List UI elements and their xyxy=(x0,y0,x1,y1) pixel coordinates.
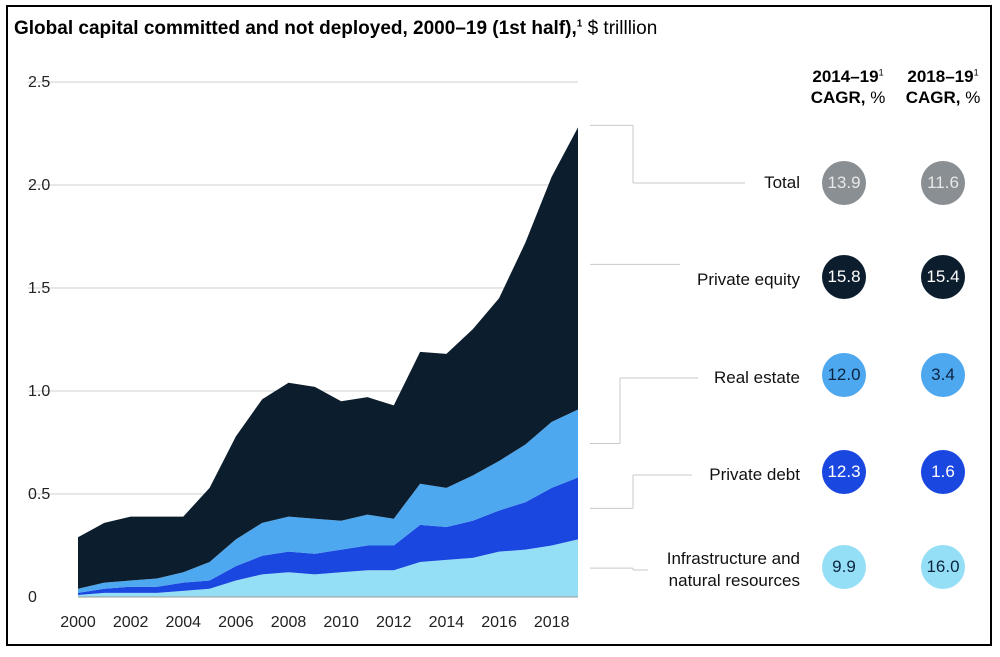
row-label-real-estate: Real estate xyxy=(714,367,800,389)
column-header-period: 2018–19 xyxy=(907,67,974,86)
column-header-2014-19: 2014–191 CAGR, % xyxy=(798,66,898,108)
column-header-unit: % xyxy=(865,88,886,107)
area-series-private_equity xyxy=(78,127,578,589)
column-header-period: 2014–19 xyxy=(812,67,879,86)
row-label-text: Private debt xyxy=(709,465,800,484)
area-series-infrastructure xyxy=(78,539,578,597)
cagr-bubble-private-debt-2018-19: 1.6 xyxy=(921,450,965,494)
area-series-real_estate xyxy=(78,409,578,593)
x-tick-label: 2016 xyxy=(481,614,517,631)
area-series-private_debt xyxy=(78,477,578,595)
cagr-bubble-infrastructure-2018-19: 16.0 xyxy=(921,545,965,589)
chart-frame xyxy=(6,5,992,646)
chart-title-unit: $ trilllion xyxy=(582,18,658,39)
column-header-metric: CAGR, xyxy=(810,88,866,107)
cagr-bubble-total-2014-19: 13.9 xyxy=(822,161,866,205)
column-header-metric: CAGR, xyxy=(905,88,961,107)
column-header-unit: % xyxy=(960,88,981,107)
cagr-bubble-real-estate-2018-19: 3.4 xyxy=(921,353,965,397)
row-label-total: Total xyxy=(764,172,800,194)
row-label-infrastructure: Infrastructure and natural resources xyxy=(667,548,800,592)
x-tick-label: 2000 xyxy=(60,614,96,631)
column-header-2018-19: 2018–191 CAGR, % xyxy=(893,66,993,108)
cagr-bubble-real-estate-2014-19: 12.0 xyxy=(822,353,866,397)
y-tick-label: 2.5 xyxy=(28,74,50,91)
y-tick-label: 2.0 xyxy=(28,177,50,194)
x-tick-label: 2006 xyxy=(218,614,254,631)
row-label-text: Real estate xyxy=(714,368,800,387)
x-tick-label: 2010 xyxy=(323,614,359,631)
x-tick-label: 2012 xyxy=(376,614,412,631)
row-label-text: Private equity xyxy=(697,270,800,289)
cagr-bubble-total-2018-19: 11.6 xyxy=(921,161,965,205)
y-tick-label: 0.5 xyxy=(28,486,50,503)
y-tick-label: 1.5 xyxy=(28,280,50,297)
cagr-bubble-infrastructure-2014-19: 9.9 xyxy=(822,545,866,589)
cagr-bubble-private-equity-2018-19: 15.4 xyxy=(921,255,965,299)
column-header-footnote: 1 xyxy=(973,67,979,78)
chart-title-main: Global capital committed and not deploye… xyxy=(14,18,577,39)
y-tick-label: 0 xyxy=(28,589,37,606)
row-label-line: Infrastructure and xyxy=(666,549,800,568)
cagr-bubble-private-debt-2014-19: 12.3 xyxy=(822,450,866,494)
x-tick-label: 2008 xyxy=(271,614,307,631)
x-tick-label: 2014 xyxy=(429,614,465,631)
column-header-footnote: 1 xyxy=(878,67,884,78)
x-tick-label: 2004 xyxy=(165,614,201,631)
chart-title: Global capital committed and not deploye… xyxy=(14,18,657,40)
cagr-bubble-private-equity-2014-19: 15.8 xyxy=(822,255,866,299)
row-label-text: Total xyxy=(764,173,800,192)
x-tick-label: 2018 xyxy=(534,614,570,631)
row-label-private-debt: Private debt xyxy=(709,464,800,486)
x-tick-label: 2002 xyxy=(113,614,149,631)
y-tick-label: 1.0 xyxy=(28,383,50,400)
chart-title-footnote: 1 xyxy=(576,18,583,30)
row-label-private-equity: Private equity xyxy=(697,269,800,291)
row-label-line: natural resources xyxy=(668,571,800,590)
